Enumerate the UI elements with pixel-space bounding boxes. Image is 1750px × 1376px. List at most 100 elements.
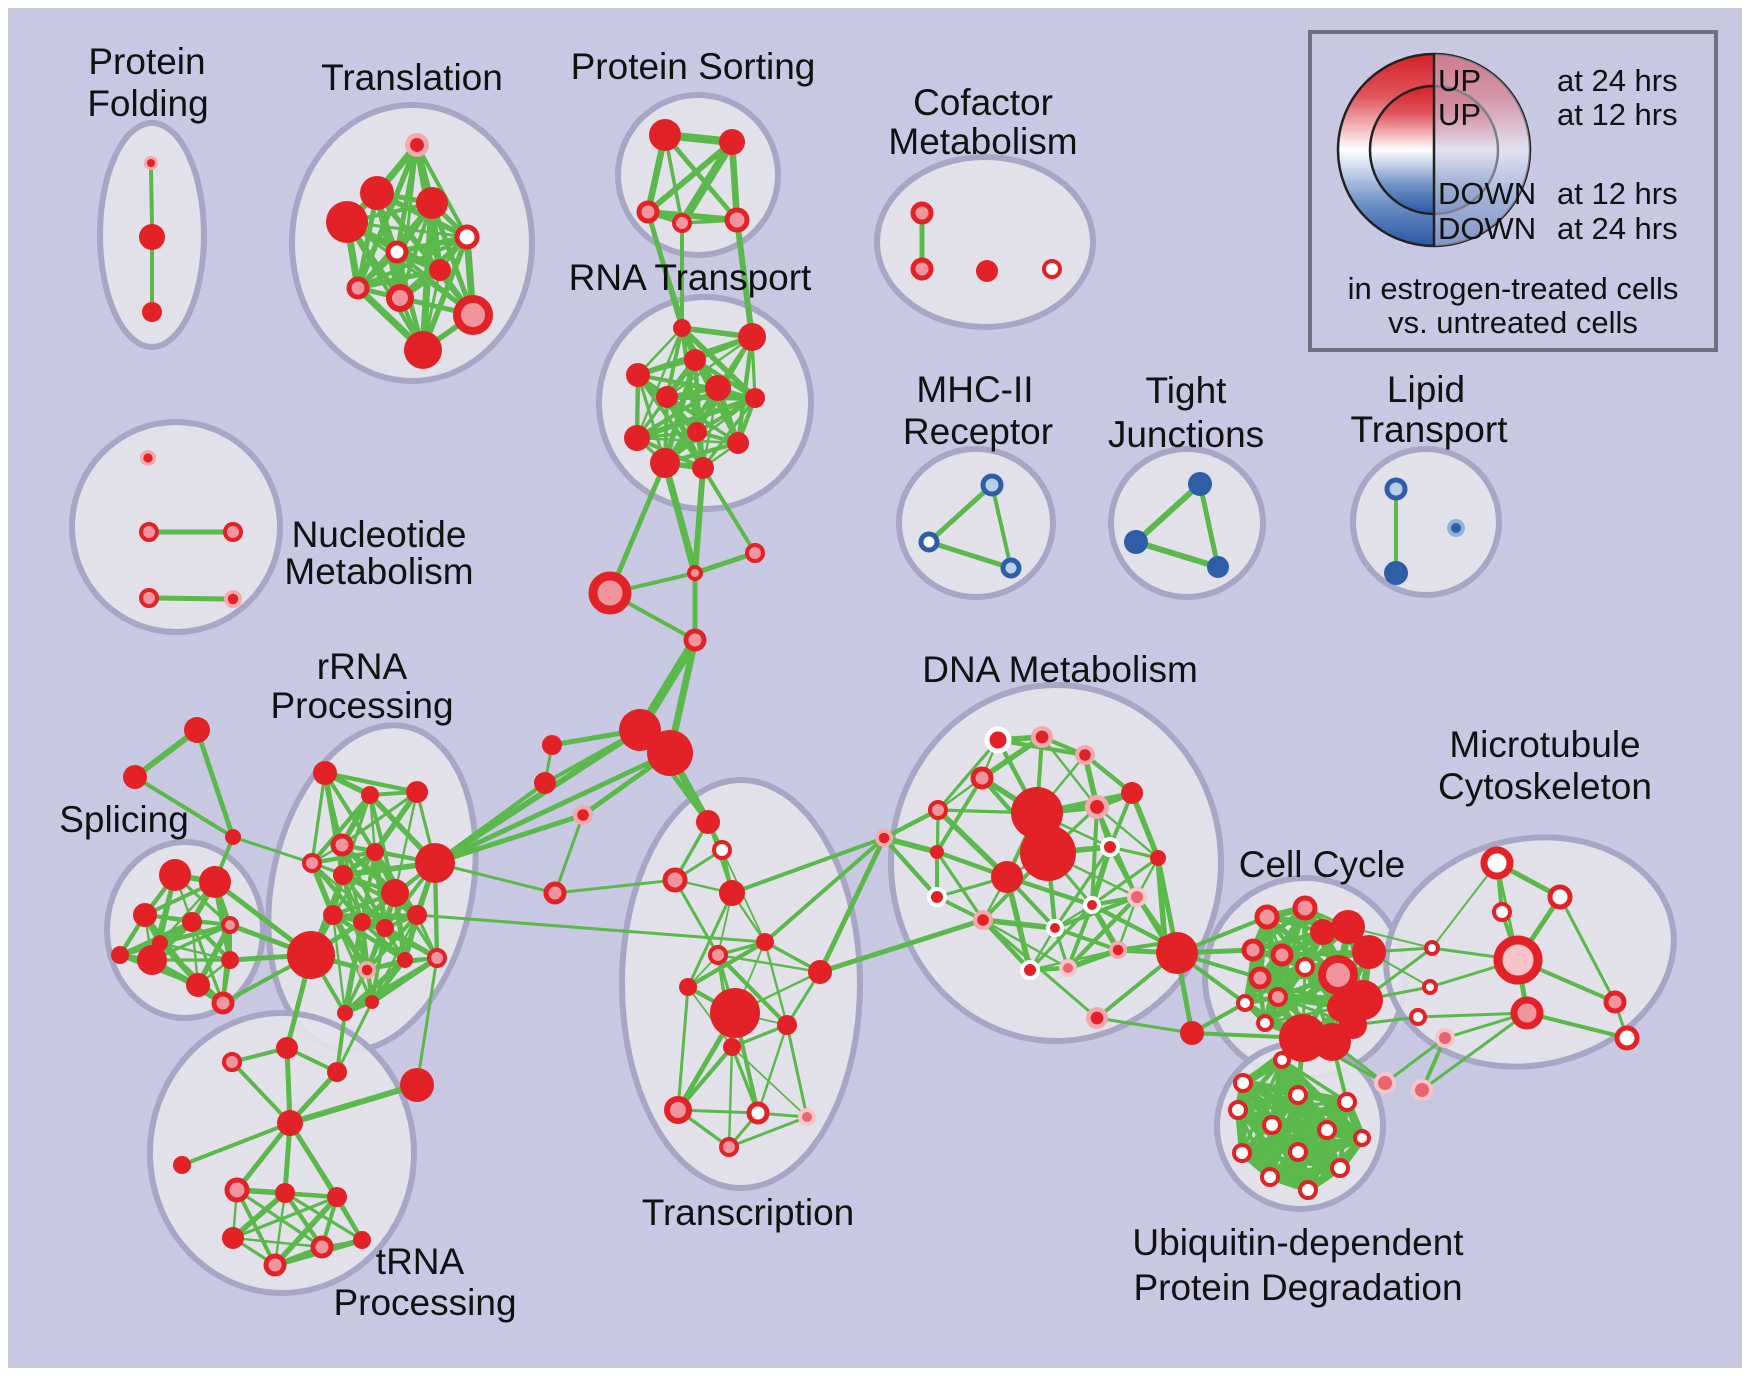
gene-node-r — [186, 973, 210, 997]
interaction-edge — [283, 1191, 364, 1242]
gene-node-lp — [1411, 1079, 1433, 1101]
gene-node-rp — [1268, 987, 1288, 1007]
interaction-edge — [679, 325, 758, 401]
interaction-edge — [309, 849, 378, 866]
interaction-edge — [1053, 926, 1120, 952]
gene-node-rp — [1248, 966, 1272, 990]
interaction-edge — [272, 1194, 340, 1268]
gene-node-wr — [1100, 837, 1120, 857]
gene-node-r — [222, 1227, 244, 1249]
gene-node-r — [719, 880, 745, 906]
interaction-edge — [607, 460, 668, 596]
gene-node-r — [400, 1068, 434, 1102]
gene-node-rp — [719, 1137, 739, 1157]
interaction-edge — [1053, 845, 1112, 930]
cluster-label-splicing: Splicing — [59, 799, 189, 840]
gene-node-rw — [1422, 979, 1438, 995]
interaction-edge — [728, 138, 741, 224]
interaction-edge — [342, 957, 408, 1016]
gene-node-r — [650, 448, 680, 478]
gene-node-r — [673, 319, 691, 337]
gene-node-r — [111, 946, 129, 964]
interaction-edge — [432, 727, 643, 866]
gene-node-rw — [385, 240, 409, 264]
gene-node-r — [221, 951, 239, 969]
gene-node-r — [365, 995, 379, 1009]
gene-node-r — [276, 1037, 298, 1059]
legend-direction-label: DOWN — [1438, 176, 1536, 211]
interaction-edge — [673, 878, 720, 957]
gene-node-rw — [1295, 957, 1315, 977]
interaction-edge — [645, 139, 735, 215]
gene-node-rp — [588, 571, 632, 615]
cluster-label-rrna-processing: rRNA — [317, 646, 408, 687]
interaction-edge — [1558, 895, 1617, 1004]
interaction-edge — [393, 790, 419, 895]
interaction-edge — [881, 835, 940, 900]
interaction-edge — [370, 913, 419, 1004]
gene-node-r — [407, 905, 427, 925]
legend-time-label: at 12 hrs — [1557, 176, 1678, 211]
interaction-edge — [1236, 1100, 1349, 1112]
gene-node-r — [397, 952, 413, 968]
interaction-edge — [553, 813, 585, 895]
legend-direction-label: UP — [1438, 63, 1481, 98]
gene-node-r — [930, 845, 944, 859]
cluster-label-tight-junctions: Junctions — [1108, 414, 1264, 455]
gene-node-r — [366, 843, 384, 861]
interaction-edge — [323, 771, 377, 854]
gene-node-rp — [928, 800, 948, 820]
gene-node-r — [1310, 919, 1336, 945]
legend-time-label: at 24 hrs — [1557, 211, 1678, 246]
gene-node-rp — [1254, 904, 1280, 930]
gene-node-rw — [1288, 1142, 1308, 1162]
gene-node-r — [225, 829, 241, 845]
gene-node-r — [361, 786, 379, 804]
interaction-edge — [553, 878, 677, 895]
gene-node-wr — [984, 726, 1012, 754]
gene-node-core — [577, 809, 589, 821]
gene-node-r — [745, 388, 765, 408]
interaction-edge — [1090, 805, 1099, 907]
gene-node-b — [1188, 472, 1212, 496]
interaction-edge — [234, 1120, 293, 1193]
interaction-edge — [1129, 790, 1161, 861]
interaction-edge — [287, 1082, 420, 1126]
cluster-ellipse-nucleotide-metabolism — [69, 419, 283, 635]
gene-node-core — [410, 138, 424, 152]
interaction-edge — [727, 1045, 734, 1149]
gene-node-rp — [543, 881, 567, 905]
gene-node-rp — [222, 1052, 242, 1072]
interaction-edge — [273, 1191, 287, 1267]
interaction-edge — [662, 132, 740, 223]
interaction-edge — [785, 1023, 809, 1119]
gene-node-r — [337, 1005, 353, 1021]
interaction-edge — [936, 738, 1000, 812]
gene-node-r — [656, 386, 678, 408]
interaction-edge — [1089, 902, 1168, 946]
interaction-edge — [635, 436, 740, 445]
interaction-edge — [756, 1023, 789, 1115]
gene-node-rw — [454, 224, 480, 250]
gene-node-r — [679, 978, 697, 996]
gene-node-rw — [1337, 1092, 1357, 1112]
interaction-edge — [661, 459, 699, 577]
gene-node-rp — [139, 588, 159, 608]
gene-node-core — [143, 453, 153, 463]
gene-node-r — [542, 735, 562, 755]
gene-nodes — [111, 119, 1640, 1277]
interaction-edge — [355, 142, 420, 291]
cluster-label-rna-transport: RNA Transport — [569, 257, 812, 298]
interaction-edge — [730, 836, 886, 895]
gene-node-core — [1090, 800, 1104, 814]
gene-node-rw — [1042, 259, 1062, 279]
interaction-edge — [881, 807, 941, 841]
interaction-edge — [935, 807, 1010, 880]
gene-node-rp — [672, 213, 692, 233]
gene-node-r — [534, 772, 556, 794]
interaction-edge — [432, 812, 586, 866]
interaction-edge — [692, 465, 706, 576]
interaction-edge — [980, 917, 1058, 931]
gene-node-rp — [263, 1253, 287, 1277]
gene-node-lp — [1374, 1072, 1396, 1094]
